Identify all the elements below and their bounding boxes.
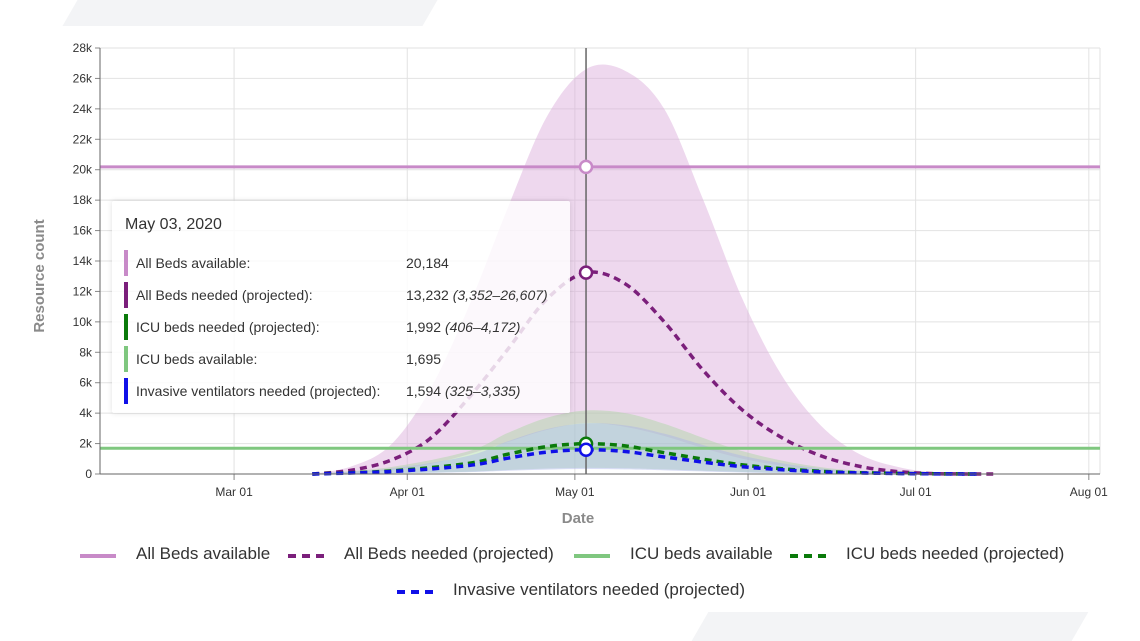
x-tick-label: May 01 bbox=[555, 485, 595, 499]
tooltip-swatch bbox=[124, 282, 128, 308]
legend-swatch bbox=[397, 590, 433, 594]
y-tick-label: 8k bbox=[79, 345, 93, 359]
tooltip-row-icu-beds-available: ICU beds available: 1,695 bbox=[124, 346, 564, 372]
x-axis-title: Date bbox=[562, 510, 595, 527]
y-tick-label: 12k bbox=[73, 284, 93, 298]
legend-swatch bbox=[80, 554, 116, 558]
y-tick-label: 10k bbox=[73, 315, 93, 329]
tooltip-value: 20,184 bbox=[406, 255, 449, 271]
tooltip-value: 1,594 (325–3,335) bbox=[406, 383, 521, 399]
y-tick-label: 24k bbox=[73, 102, 93, 116]
background-band-bottom bbox=[691, 612, 1089, 641]
tooltip-range: (325–3,335) bbox=[444, 383, 521, 399]
hover-tooltip: May 03, 2020 All Beds available: 20,184 … bbox=[112, 201, 570, 413]
marker-invasive-ventilators-needed-projected bbox=[578, 442, 594, 457]
y-tick-label: 26k bbox=[73, 71, 93, 85]
tooltip-row-all-beds-needed: All Beds needed (projected): 13,232 (3,3… bbox=[124, 282, 564, 308]
chart-axes: 0 2k 4k 6k 8k 10k 12k 14k 16k 18k 20k 22k 24k 26k 28k M… bbox=[73, 41, 1109, 499]
tooltip-swatch bbox=[124, 314, 128, 340]
y-tick-label: 16k bbox=[73, 224, 93, 238]
tooltip-swatch bbox=[124, 378, 128, 404]
tooltip-value: 13,232 (3,352–26,607) bbox=[406, 287, 548, 303]
x-tick-label: Jun 01 bbox=[730, 485, 766, 499]
legend-label: All Beds available bbox=[136, 544, 271, 563]
line-invasive-ventilators-needed-projected bbox=[312, 447, 978, 476]
y-tick-label: 0 bbox=[85, 467, 92, 481]
legend-label: ICU beds available bbox=[630, 544, 773, 563]
y-tick-label: 20k bbox=[73, 163, 93, 177]
tooltip-date: May 03, 2020 bbox=[125, 216, 222, 233]
tooltip-row-all-beds-available: All Beds available: 20,184 bbox=[124, 250, 564, 276]
tooltip-range: (406–4,172) bbox=[444, 319, 521, 335]
tooltip-label: All Beds needed (projected): bbox=[136, 287, 313, 303]
y-tick-label: 28k bbox=[73, 41, 93, 55]
legend-swatch bbox=[574, 554, 610, 558]
y-axis-title: Resource count bbox=[31, 219, 48, 332]
band-icu-beds-needed-projected bbox=[312, 410, 978, 474]
y-tick-label: 14k bbox=[73, 254, 93, 268]
legend-label: Invasive ventilators needed (projected) bbox=[453, 580, 745, 599]
series-lines bbox=[100, 165, 1100, 476]
y-tick-label: 22k bbox=[73, 132, 93, 146]
x-tick-label: Aug 01 bbox=[1070, 485, 1108, 499]
y-tick-label: 6k bbox=[79, 376, 93, 390]
x-tick-label: Jul 01 bbox=[900, 485, 932, 499]
tooltip-value: 1,695 bbox=[406, 351, 442, 367]
y-tick-label: 4k bbox=[79, 406, 93, 420]
tooltip-swatch bbox=[124, 250, 128, 276]
tooltip-swatch bbox=[124, 346, 128, 372]
y-tick-label: 18k bbox=[73, 193, 93, 207]
line-icu-beds-needed-projected bbox=[312, 441, 978, 476]
tooltip-label: ICU beds needed (projected): bbox=[136, 319, 320, 335]
tooltip-label: ICU beds available: bbox=[136, 351, 258, 367]
marker-all-beds-available bbox=[578, 159, 594, 175]
x-tick-label: Apr 01 bbox=[390, 485, 426, 499]
tooltip-range: (3,352–26,607) bbox=[452, 287, 548, 303]
legend-swatch bbox=[288, 554, 324, 558]
line-all-beds-needed-projected bbox=[312, 270, 994, 476]
tooltip-row-ventilators-needed: Invasive ventilators needed (projected):… bbox=[124, 378, 564, 404]
legend-swatch bbox=[790, 554, 826, 558]
x-tick-label: Mar 01 bbox=[215, 485, 253, 499]
legend-label: ICU beds needed (projected) bbox=[846, 544, 1065, 563]
hover-markers bbox=[578, 48, 594, 474]
marker-all-beds-needed-projected bbox=[578, 265, 594, 280]
tooltip-label: Invasive ventilators needed (projected): bbox=[136, 383, 381, 399]
tooltip-value: 1,992 (406–4,172) bbox=[406, 319, 521, 335]
tooltip-label: All Beds available: bbox=[136, 255, 251, 271]
legend-label: All Beds needed (projected) bbox=[344, 544, 554, 563]
tooltip-row-icu-beds-needed: ICU beds needed (projected): 1,992 (406–… bbox=[124, 314, 564, 340]
y-tick-label: 2k bbox=[79, 437, 93, 451]
